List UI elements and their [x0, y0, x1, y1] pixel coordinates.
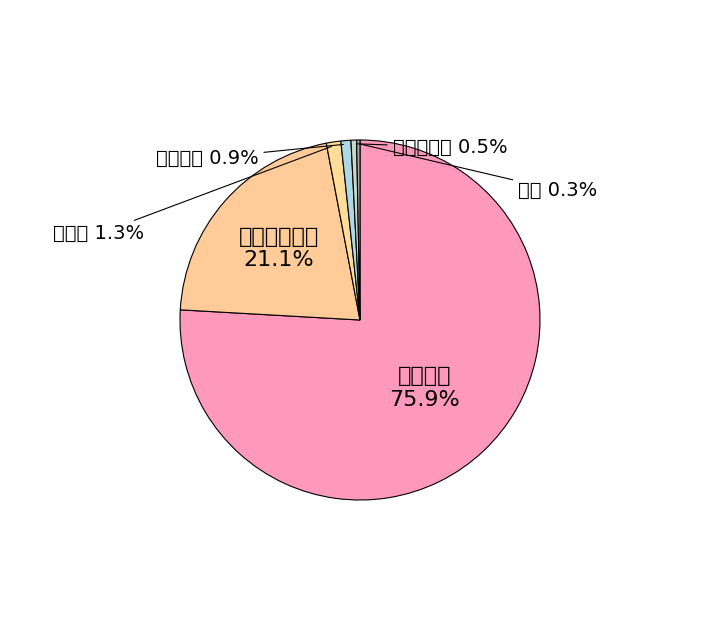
Text: ふつう 1.3%: ふつう 1.3%	[53, 147, 331, 243]
Wedge shape	[351, 140, 360, 320]
Text: 不満 0.3%: 不満 0.3%	[361, 144, 598, 200]
Wedge shape	[180, 140, 540, 500]
Text: まぁまぁ満足
21.1%: まぁまぁ満足 21.1%	[238, 227, 319, 271]
Wedge shape	[180, 143, 360, 320]
Wedge shape	[341, 140, 360, 320]
Wedge shape	[356, 140, 360, 320]
Text: やや不満 0.9%: やや不満 0.9%	[156, 145, 343, 168]
Text: 大変満足
75.9%: 大変満足 75.9%	[389, 367, 459, 410]
Wedge shape	[326, 141, 360, 320]
Text: わからない 0.5%: わからない 0.5%	[356, 138, 508, 157]
